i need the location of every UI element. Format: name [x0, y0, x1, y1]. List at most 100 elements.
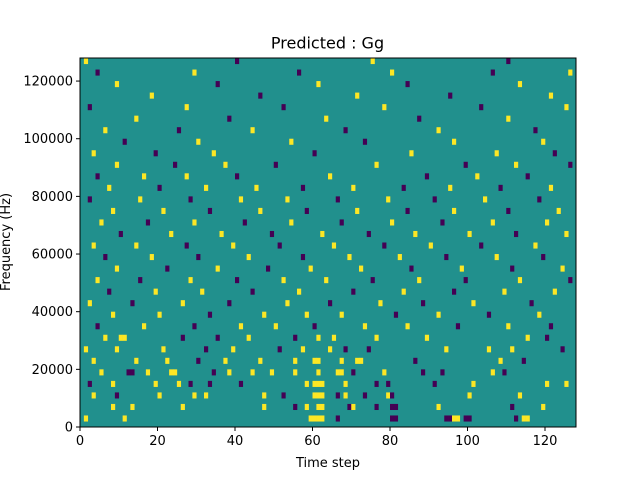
- heatmap-cell: [424, 334, 430, 341]
- x-tick-label: 120: [533, 434, 558, 449]
- heatmap-cell: [328, 346, 333, 353]
- heatmap-cell: [215, 334, 220, 341]
- heatmap-cell: [293, 357, 298, 364]
- y-tick-label: 60000: [32, 248, 73, 263]
- heatmap-cell: [304, 403, 309, 411]
- heatmap-cell: [328, 173, 333, 180]
- heatmap-cell: [537, 196, 542, 203]
- heatmap-cell: [390, 415, 395, 422]
- heatmap-cell: [180, 334, 185, 341]
- heatmap-cell: [192, 219, 197, 226]
- heatmap-cell: [568, 69, 573, 76]
- heatmap-cell: [111, 403, 116, 411]
- heatmap-cell: [347, 254, 352, 261]
- heatmap-cell: [316, 415, 321, 422]
- heatmap-cell: [103, 127, 108, 134]
- heatmap-cell: [204, 346, 209, 353]
- heatmap-cell: [471, 300, 476, 307]
- heatmap-cell: [126, 369, 131, 376]
- heatmap-cell: [517, 277, 523, 284]
- heatmap-cell: [366, 346, 371, 353]
- heatmap-cell: [390, 403, 395, 411]
- chart-title: Predicted : Gg: [271, 34, 384, 53]
- heatmap-cell: [235, 173, 240, 180]
- heatmap-cell: [393, 403, 399, 411]
- heatmap-cell: [335, 392, 340, 399]
- heatmap-cell: [83, 346, 89, 353]
- heatmap-cell: [138, 277, 143, 284]
- heatmap-cell: [103, 334, 108, 341]
- heatmap-cell: [401, 184, 406, 191]
- heatmap-cell: [312, 392, 317, 399]
- heatmap-cell: [390, 69, 395, 76]
- heatmap-cell: [510, 403, 515, 411]
- heatmap-cell: [273, 323, 278, 330]
- heatmap-cell: [235, 277, 240, 284]
- heatmap-cell: [386, 196, 391, 203]
- heatmap-cell: [134, 115, 139, 122]
- heatmap-cell: [297, 288, 302, 295]
- heatmap-cell: [510, 265, 515, 272]
- heatmap-cell: [246, 334, 251, 341]
- plot-background: [80, 58, 576, 427]
- heatmap-cell: [506, 207, 511, 214]
- heatmap-cell: [463, 277, 468, 284]
- heatmap-cell: [173, 161, 178, 168]
- heatmap-cell: [440, 219, 445, 226]
- heatmap-cell: [417, 115, 422, 122]
- heatmap-cells: [83, 58, 573, 422]
- heatmap-cell: [281, 104, 286, 111]
- heatmap-cell: [397, 254, 402, 261]
- heatmap-cell: [525, 173, 530, 180]
- heatmap-cell: [87, 104, 92, 111]
- heatmap-cell: [514, 161, 519, 168]
- heatmap-cell: [374, 380, 379, 387]
- heatmap-cell: [413, 230, 418, 238]
- heatmap-cell: [165, 357, 170, 364]
- heatmap-cell: [114, 265, 120, 272]
- heatmap-cell: [114, 81, 120, 88]
- heatmap-cell: [161, 207, 166, 214]
- heatmap-cell: [525, 415, 530, 422]
- heatmap-cell: [153, 150, 158, 157]
- heatmap-cell: [517, 81, 523, 88]
- heatmap-cell: [413, 357, 418, 364]
- heatmap-cell: [258, 357, 263, 364]
- heatmap-cell: [428, 242, 433, 249]
- heatmap-cell: [545, 219, 550, 226]
- heatmap-cell: [227, 300, 232, 307]
- heatmap-cell: [467, 392, 472, 399]
- heatmap-cell: [207, 207, 213, 214]
- heatmap-cell: [448, 184, 453, 191]
- heatmap-cell: [184, 173, 189, 180]
- heatmap-cell: [188, 277, 193, 284]
- heatmap-cell: [308, 265, 313, 272]
- heatmap-cell: [335, 369, 340, 376]
- heatmap-cell: [285, 196, 290, 203]
- heatmap-cell: [568, 161, 573, 168]
- heatmap-cell: [192, 69, 197, 76]
- heatmap-cell: [486, 311, 492, 318]
- heatmap-cell: [448, 92, 453, 99]
- heatmap-cell: [219, 230, 224, 238]
- heatmap-cell: [312, 357, 317, 364]
- heatmap-cell: [196, 138, 201, 145]
- heatmap-cell: [320, 403, 325, 411]
- heatmap-cell: [382, 242, 387, 249]
- x-tick-label: 0: [76, 434, 84, 449]
- heatmap-cell: [448, 415, 453, 422]
- heatmap-cell: [362, 323, 368, 330]
- heatmap-cell: [339, 369, 344, 376]
- x-tick-label: 20: [149, 434, 166, 449]
- heatmap-cell: [238, 323, 244, 330]
- heatmap-cell: [521, 415, 526, 422]
- heatmap-cell: [506, 115, 511, 122]
- heatmap-cell: [393, 415, 399, 422]
- heatmap-cell: [304, 380, 309, 387]
- heatmap-cell: [502, 288, 507, 295]
- heatmap-cell: [91, 242, 96, 249]
- heatmap-cell: [227, 115, 232, 122]
- heatmap-cell: [343, 127, 348, 134]
- heatmap-cell: [269, 369, 275, 376]
- heatmap-cell: [417, 277, 422, 284]
